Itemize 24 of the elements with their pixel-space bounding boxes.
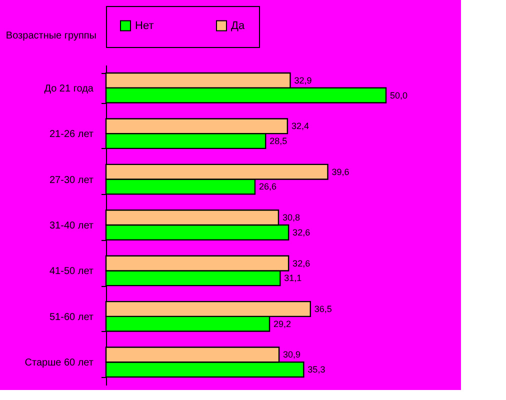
y-tick-label: Старше 60 лет (24, 358, 94, 369)
data-label: 28,5 (270, 136, 288, 146)
y-tick-label: 51-60 лет (50, 312, 94, 323)
data-label: 50,0 (390, 90, 408, 100)
data-label: 32,6 (292, 258, 310, 268)
y-tick-label: 31-40 лет (50, 220, 94, 232)
data-label: 31,1 (284, 273, 302, 284)
y-tick-label: 41-50 лет (50, 266, 94, 278)
data-label: 36,5 (314, 304, 332, 314)
data-label: 39,6 (332, 166, 350, 177)
y-tick-label: 27-30 лет (50, 174, 94, 186)
data-label: 30,9 (283, 350, 301, 360)
legend-label: Да (231, 20, 246, 32)
data-label: 26,6 (258, 182, 276, 192)
data-label: 32,4 (291, 121, 309, 132)
legend-label: Нет (135, 20, 154, 32)
data-label: 32,9 (294, 75, 312, 86)
data-label: 32,6 (292, 227, 310, 238)
data-label: 29,2 (274, 318, 292, 329)
y-tick-label: До 21 года (44, 83, 94, 94)
y-axis-title: Возрастные группы (6, 30, 96, 42)
data-label: 30,8 (282, 212, 300, 223)
data-label: 35,3 (308, 364, 326, 375)
y-tick-label: 21-26 лет (50, 129, 94, 140)
